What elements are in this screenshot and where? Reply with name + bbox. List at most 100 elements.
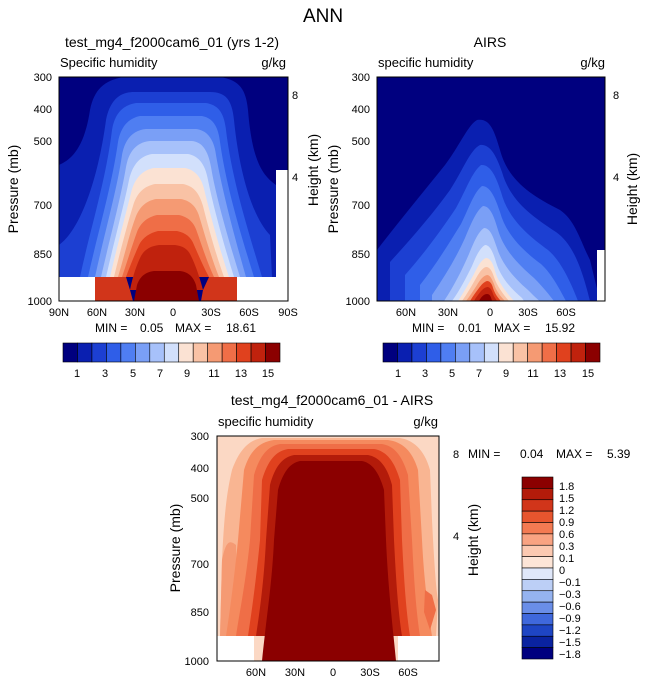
panel-model-yticks-right: 8 4 [292,90,298,184]
colorbar-swatch [250,342,266,363]
ytick-label: 850 [191,607,209,619]
colorbar-swatch [178,342,194,363]
ytick-label: 700 [191,559,209,571]
ytick-right-label: 8 [453,449,459,461]
colorbar-swatch [382,342,398,363]
colorbar-swatch [570,342,586,363]
panel-model-left-label: Specific humidity [60,55,158,70]
ytick-label: 500 [34,136,52,148]
colorbar-label: −0.6 [559,601,581,613]
colorbar-swatch [411,342,427,363]
ytick-right-label: 8 [292,90,298,102]
ytick-label: 300 [34,72,52,84]
panel-obs-ylabel: Pressure (mb) [325,145,341,234]
panel-obs-min-value: 0.01 [458,321,482,335]
colorbar-label: 0.6 [559,529,574,541]
colorbar-label: 7 [157,368,163,380]
colorbar-swatch [149,342,165,363]
panel-model-yticks: 300 400 500 700 850 1000 [28,72,52,308]
colorbar-swatch [440,342,456,363]
panel-model-title: test_mg4_f2000cam6_01 (yrs 1-2) [65,34,279,50]
panel-obs-yticks-right: 8 4 [613,90,619,184]
colorbar-label: 15 [262,368,274,380]
panel-model-xticks: 90N 60N 30N 0 30S 60S 90S [49,307,298,319]
colorbar-swatch [521,613,554,626]
panel-model-max-value: 18.61 [226,321,256,335]
panel-diff-units: g/kg [413,414,438,429]
colorbar-label: 0 [559,565,565,577]
panel-diff: test_mg4_f2000cam6_01 - AIRS specific hu… [167,392,631,679]
xtick-label: 60S [398,667,418,679]
ytick-label: 500 [352,136,370,148]
colorbar-label: 0.9 [559,517,574,529]
panel-model-frame [58,76,289,302]
colorbar-label: −1.8 [559,649,581,661]
colorbar-label: 1.8 [559,481,574,493]
ytick-label: 300 [191,431,209,443]
colorbar-label: 15 [582,368,594,380]
panel-obs-ylabel-right: Height (km) [624,153,640,225]
panel-obs-colorbar-boxes [382,342,601,363]
colorbar-swatch [512,342,528,363]
xtick-label: 60S [239,307,259,319]
xtick-label: 60N [246,667,266,679]
colorbar-swatch [106,342,122,363]
xtick-label: 30S [201,307,221,319]
panel-diff-min-value: 0.04 [520,447,544,461]
colorbar-swatch [426,342,442,363]
panel-obs-title: AIRS [474,34,507,50]
colorbar-swatch [163,342,180,363]
panel-model-min-label: MIN = [95,321,127,335]
colorbar-label: 13 [235,368,247,380]
colorbar-label: −0.1 [559,577,581,589]
colorbar-swatch [521,624,554,637]
colorbar-swatch [62,342,78,363]
colorbar-swatch [498,342,514,363]
panel-diff-max-label: MAX = [556,447,592,461]
panel-diff-left-label: specific humidity [218,414,314,429]
colorbar-swatch [265,342,281,363]
colorbar-label: 1.2 [559,505,574,517]
ytick-label: 1000 [185,656,209,668]
panel-diff-colorbar-boxes [521,476,554,660]
colorbar-swatch [521,522,554,535]
colorbar-label: 9 [184,368,190,380]
panel-model: test_mg4_f2000cam6_01 (yrs 1-2) Specific… [5,34,321,380]
ytick-label: 400 [191,463,209,475]
colorbar-swatch [521,533,554,546]
colorbar-label: −0.9 [559,613,581,625]
colorbar-label: −0.3 [559,589,581,601]
colorbar-swatch [207,342,223,363]
panel-obs-max-value: 15.92 [545,321,575,335]
colorbar-label: 5 [130,368,136,380]
colorbar-label: −1.5 [559,637,581,649]
ytick-label: 300 [352,72,370,84]
colorbar-label: 7 [476,368,482,380]
panel-model-colorbar-boxes [62,342,281,363]
colorbar-label: −1.2 [559,625,581,637]
xtick-label: 30S [360,667,380,679]
colorbar-swatch [521,476,554,489]
colorbar-label: 1 [74,368,80,380]
colorbar-swatch [556,342,572,363]
colorbar-swatch [521,567,554,580]
colorbar-label: 0.3 [559,541,574,553]
panel-model-ylabel-right: Height (km) [305,134,321,206]
ytick-right-label: 4 [292,172,298,184]
panel-diff-field [217,436,439,661]
ytick-right-label: 4 [453,531,459,543]
ytick-label: 700 [34,200,52,212]
ytick-label: 850 [34,249,52,261]
colorbar-swatch [521,510,554,523]
colorbar-swatch [521,601,554,614]
panel-diff-colorbar: 1.8 1.5 1.2 0.9 0.6 0.3 0.1 0 −0.1 −0.3 … [521,476,581,661]
colorbar-swatch [469,342,485,363]
colorbar-swatch [397,342,413,363]
panel-diff-min-label: MIN = [468,447,500,461]
xtick-label: 60N [396,307,416,319]
ytick-label: 850 [352,249,370,261]
panel-model-field [59,77,288,301]
ytick-label: 700 [352,200,370,212]
colorbar-swatch [521,647,554,660]
colorbar-swatch [483,342,500,363]
